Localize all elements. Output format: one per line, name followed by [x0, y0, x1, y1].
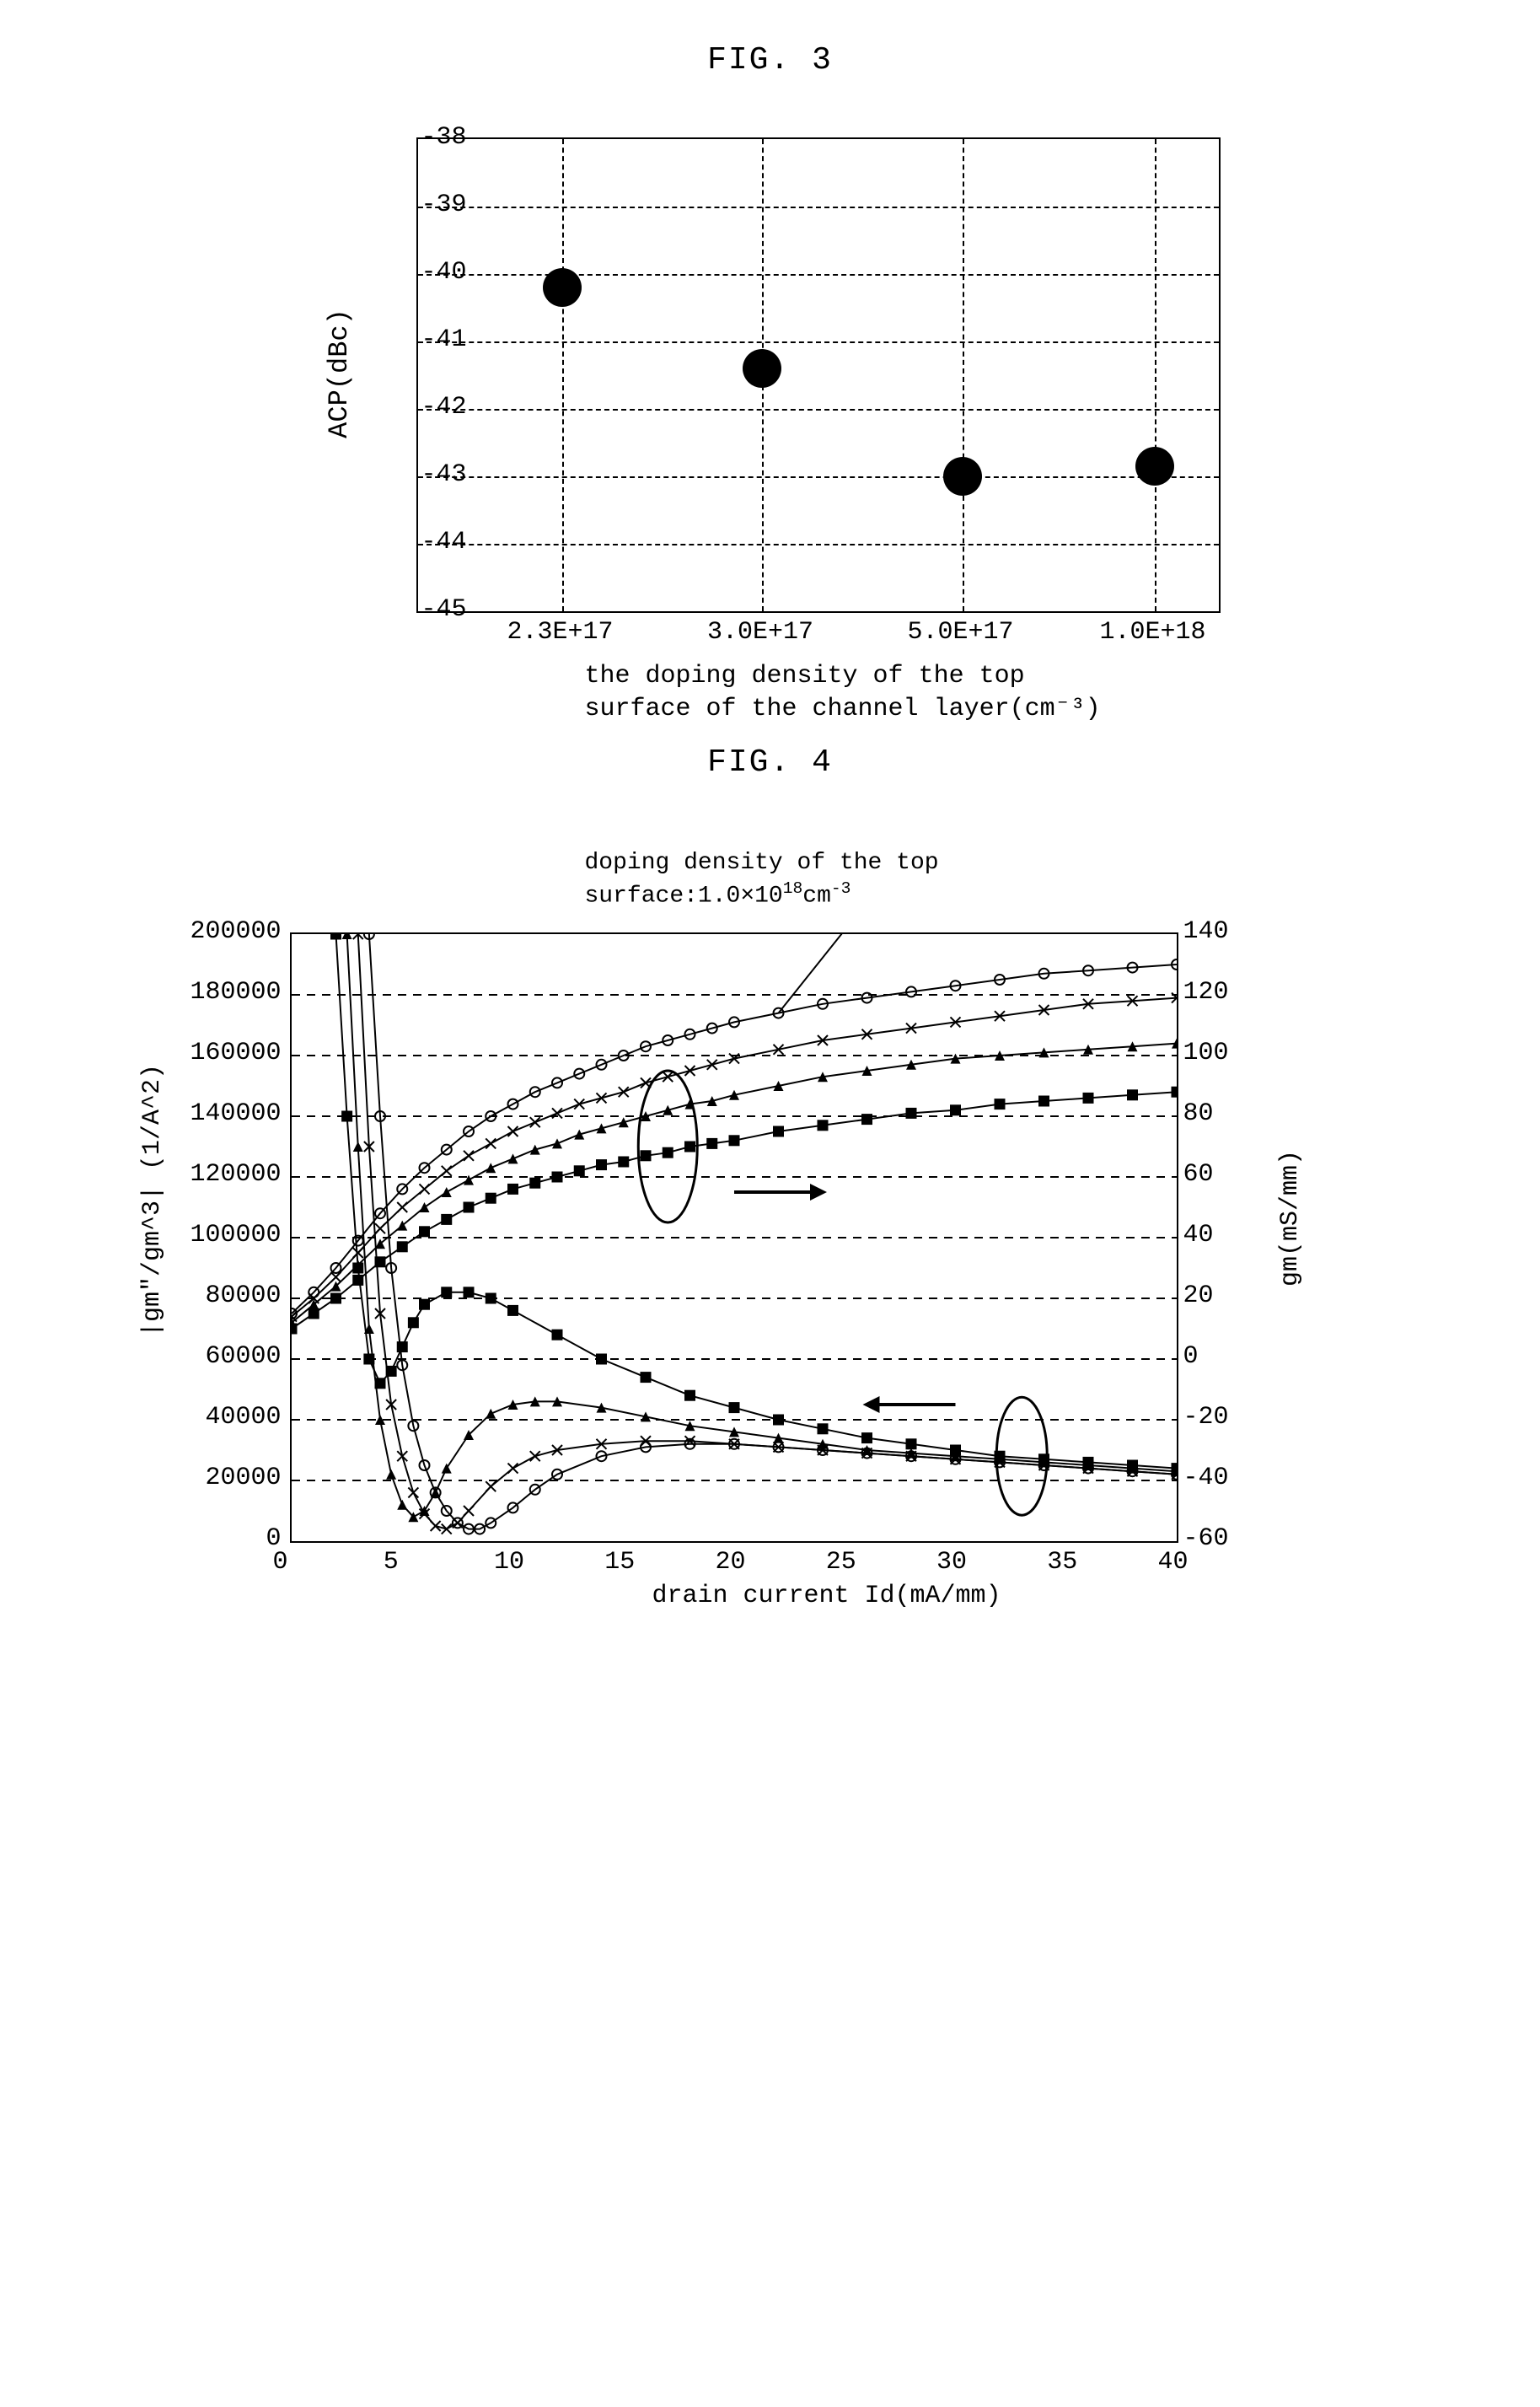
fig4-plot-area [290, 932, 1178, 1543]
fig3-ytick: -39 [383, 191, 467, 219]
fig3-ytick: -38 [383, 123, 467, 152]
fig3-xtick: 5.0E+17 [907, 618, 1013, 647]
fig4-title: FIG. 4 [17, 744, 1523, 781]
fig3-data-point [743, 349, 781, 388]
fig4-ytick-right: 60 [1183, 1160, 1214, 1189]
fig4-xtick: 15 [604, 1548, 635, 1577]
fig3-chart: ACP(dBc) the doping density of the top s… [265, 121, 1276, 711]
fig4-ytick-right: 100 [1183, 1039, 1229, 1067]
fig3-ytick: -41 [383, 325, 467, 354]
fig4-xtick: 5 [384, 1548, 399, 1577]
fig4-ytick-right: -40 [1183, 1464, 1229, 1492]
fig4-chart: 2000001800001600001400001200001000008000… [54, 823, 1487, 1708]
fig4-ytick-right: 120 [1183, 978, 1229, 1007]
fig4-top-annotation: doping density of the topsurface:1.0×101… [585, 848, 939, 912]
fig4-xtick: 20 [716, 1548, 746, 1577]
fig4-ytick-left: 180000 [54, 978, 282, 1007]
fig4-ytick-right: -60 [1183, 1524, 1229, 1553]
fig4-ytick-left: 100000 [54, 1221, 282, 1249]
fig3-data-point [943, 457, 982, 496]
fig4-ytick-right: 140 [1183, 917, 1229, 946]
fig4-xtick: 0 [273, 1548, 288, 1577]
fig4-ytick-left: 60000 [54, 1342, 282, 1371]
fig4-ytick-right: 40 [1183, 1221, 1214, 1249]
fig3-ylabel: ACP(dBc) [324, 309, 355, 438]
fig3-xtick: 2.3E+17 [507, 618, 613, 647]
fig4-svg [292, 934, 1177, 1541]
fig4-ytick-left: 20000 [54, 1464, 282, 1492]
fig3-xtick: 1.0E+18 [1099, 618, 1205, 647]
fig3-ytick: -45 [383, 595, 467, 624]
fig3-plot-area [416, 137, 1221, 613]
fig4-ytick-left: 40000 [54, 1403, 282, 1432]
fig4-xtick: 40 [1158, 1548, 1189, 1577]
fig3-xlabel: the doping density of the top surface of… [585, 660, 1101, 726]
fig4-xtick: 25 [826, 1548, 856, 1577]
fig4-ylabel-right: gm(mS/mm) [1276, 1150, 1305, 1287]
fig3-title: FIG. 3 [17, 42, 1523, 78]
fig3-data-point [543, 268, 582, 307]
fig3-data-point [1135, 447, 1174, 486]
fig4-xtick: 30 [936, 1548, 967, 1577]
fig4-ylabel-left: |gm"/gm^3| (1/A^2) [138, 1064, 167, 1337]
fig4-ytick-left: 80000 [54, 1281, 282, 1310]
fig3-ytick: -42 [383, 393, 467, 422]
fig4-ytick-right: -20 [1183, 1403, 1229, 1432]
fig4-ytick-left: 140000 [54, 1099, 282, 1128]
fig4-ytick-right: 20 [1183, 1281, 1214, 1310]
fig4-xlabel: drain current Id(mA/mm) [652, 1582, 1001, 1610]
fig4-ytick-left: 0 [54, 1524, 282, 1553]
fig3-ytick: -40 [383, 258, 467, 287]
fig3-ytick: -44 [383, 528, 467, 556]
fig4-ytick-right: 80 [1183, 1099, 1214, 1128]
fig3-xtick: 3.0E+17 [707, 618, 813, 647]
fig4-ytick-left: 160000 [54, 1039, 282, 1067]
fig4-ytick-left: 120000 [54, 1160, 282, 1189]
fig4-ytick-right: 0 [1183, 1342, 1199, 1371]
fig3-ytick: -43 [383, 460, 467, 489]
fig4-ytick-left: 200000 [54, 917, 282, 946]
fig4-xtick: 10 [494, 1548, 524, 1577]
fig4-xtick: 35 [1047, 1548, 1077, 1577]
